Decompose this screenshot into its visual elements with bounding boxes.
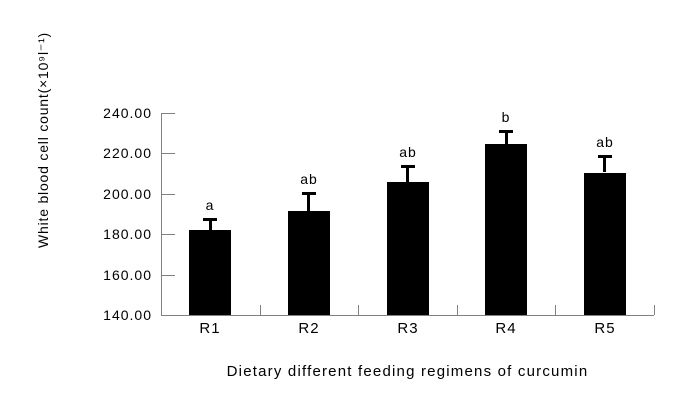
y-tick-label: 140.00 [103,307,152,323]
error-bar-stem [505,131,508,144]
y-tick [161,275,175,276]
category-label: R1 [199,320,221,337]
significance-label: a [205,197,215,213]
category-label: R3 [397,320,419,337]
significance-label: ab [596,134,614,150]
y-tick [161,113,175,114]
error-bar-stem [603,156,606,172]
y-tick-label: 240.00 [103,105,152,121]
error-bar-cap [203,218,217,221]
error-bar-stem [307,193,310,211]
bar [584,173,626,315]
y-axis-title: White blood cell count(×10⁹l⁻¹) [35,32,51,248]
error-bar-cap [302,192,316,195]
x-axis-line [161,315,654,316]
y-tick [161,234,175,235]
y-tick [161,315,175,316]
y-tick [161,153,175,154]
x-tick [555,305,556,315]
error-bar-cap [598,155,612,158]
y-tick-label: 200.00 [103,186,152,202]
category-label: R4 [495,320,517,337]
error-bar-stem [406,166,409,182]
y-tick [161,194,175,195]
error-bar-cap [499,130,513,133]
error-bar-stem [209,219,212,230]
bar [387,182,429,315]
y-tick-label: 160.00 [103,267,152,283]
category-label: R2 [298,320,320,337]
x-axis-title: Dietary different feeding regimens of cu… [226,363,589,380]
y-axis-line [161,113,162,316]
significance-label: ab [399,144,417,160]
x-tick [457,305,458,315]
x-tick [260,305,261,315]
category-label: R5 [594,320,616,337]
x-tick [358,305,359,315]
significance-label: b [501,109,511,125]
bar [189,230,231,315]
error-bar-cap [401,165,415,168]
y-tick-label: 220.00 [103,145,152,161]
bar [485,144,527,315]
x-tick [654,305,655,315]
bar [288,211,330,315]
y-tick-label: 180.00 [103,226,152,242]
significance-label: ab [300,171,318,187]
